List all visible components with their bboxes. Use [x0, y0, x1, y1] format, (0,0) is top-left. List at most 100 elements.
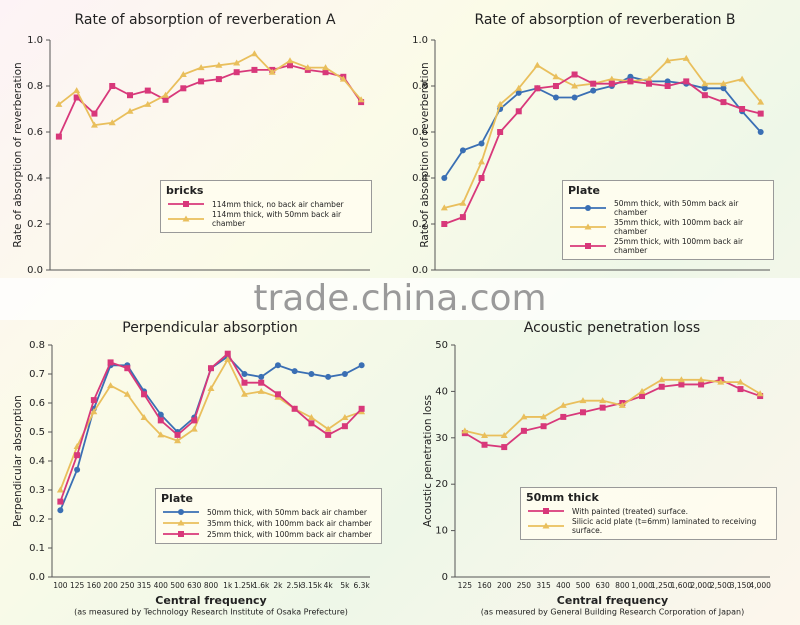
marker	[90, 408, 98, 415]
marker	[658, 383, 665, 390]
legend-label: 35mm thick, with 100mm back air chamber	[614, 218, 744, 236]
y-tick-label: 0.4	[27, 173, 43, 184]
marker	[720, 99, 727, 106]
x-tick-label: 160	[477, 581, 492, 590]
marker	[91, 110, 98, 117]
y-tick-label: 0.1	[29, 543, 45, 554]
legend-swatch	[163, 509, 199, 515]
legend-swatch	[163, 519, 199, 526]
marker	[304, 64, 312, 71]
x-tick-label: 1k	[223, 581, 233, 590]
marker	[756, 390, 764, 397]
marker	[157, 411, 164, 418]
y-tick-label: 20	[435, 479, 448, 490]
legend-label: 25mm thick, with 100mm back air chamber	[207, 529, 372, 539]
y-tick-label: 0.5	[29, 427, 45, 438]
legend: 50mm thick With painted (treated) surface…	[520, 487, 777, 540]
marker	[144, 100, 152, 107]
y-tick-label: 0.6	[29, 398, 45, 409]
legend-entry: 25mm thick, with 100mm back air chamber	[161, 529, 376, 539]
marker	[307, 414, 315, 420]
marker	[459, 147, 466, 154]
marker	[308, 371, 315, 377]
marker	[107, 382, 115, 389]
x-tick-label: 1.25k	[234, 581, 256, 590]
marker	[560, 413, 567, 420]
marker	[579, 397, 587, 404]
marker	[552, 83, 559, 89]
marker	[627, 73, 634, 80]
x-tick-label: 100	[53, 581, 68, 590]
x-tick-label: 315	[137, 581, 152, 590]
marker	[183, 201, 189, 207]
x-tick-label: 1,250	[651, 581, 673, 590]
legend-entry: 35mm thick, with 100mm back air chamber	[161, 518, 376, 528]
y-tick-label: 0.3	[29, 485, 45, 496]
marker	[55, 133, 62, 140]
marker	[241, 371, 248, 377]
marker	[478, 158, 486, 165]
marker	[646, 80, 653, 87]
marker	[701, 92, 708, 99]
legend-swatch	[570, 205, 606, 211]
marker	[74, 466, 81, 473]
marker	[215, 76, 222, 83]
y-tick-label: 0.0	[27, 265, 43, 276]
marker	[496, 100, 504, 107]
marker	[90, 397, 97, 404]
series-line	[58, 52, 362, 127]
y-tick-label: 1.0	[412, 35, 428, 46]
x-tick-label: 1.6k	[253, 581, 270, 590]
marker	[478, 175, 485, 181]
marker	[107, 359, 114, 366]
marker	[757, 98, 765, 105]
marker	[638, 387, 646, 394]
marker	[90, 121, 98, 128]
chart-title: Rate of absorption of reverberation B	[474, 12, 735, 28]
legend-entry: 25mm thick, with 100mm back air chamber	[568, 237, 768, 255]
x-tick-label: 500	[576, 581, 591, 590]
marker	[571, 71, 578, 78]
legend-entry: Silicic acid plate (t=6mm) laminated to …	[526, 517, 771, 535]
y-axis-label: Perpendicular absorption	[12, 395, 24, 527]
watermark: trade.china.com	[253, 278, 546, 319]
marker	[664, 83, 671, 89]
marker	[322, 64, 330, 71]
legend-label: 114mm thick, no back air chamber	[212, 199, 344, 209]
marker	[74, 452, 81, 459]
marker	[441, 221, 448, 227]
legend-entry: With painted (treated) surface.	[526, 506, 771, 516]
x-tick-label: 400	[556, 581, 571, 590]
y-tick-label: 0.8	[412, 81, 428, 92]
legend: bricks 114mm thick, no back air chamber 11…	[160, 180, 372, 233]
marker	[141, 391, 148, 398]
marker	[207, 385, 215, 391]
marker	[57, 498, 64, 505]
marker	[56, 486, 64, 493]
marker	[325, 431, 332, 438]
marker	[500, 431, 508, 438]
marker	[341, 414, 349, 420]
x-tick-label: 4k	[324, 581, 334, 590]
y-tick-label: 0.0	[29, 572, 45, 583]
marker	[677, 376, 685, 383]
legend-swatch	[528, 508, 564, 514]
marker	[157, 431, 165, 438]
marker	[585, 243, 591, 249]
x-tick-label: 250	[120, 581, 135, 590]
x-tick-label: 1,600	[671, 581, 693, 590]
legend-label: With painted (treated) surface.	[572, 506, 689, 516]
marker	[599, 404, 606, 411]
marker	[497, 129, 504, 135]
legend-label: Silicic acid plate (t=6mm) laminated to …	[572, 517, 757, 535]
marker	[757, 129, 764, 135]
x-tick-label: 250	[517, 581, 532, 590]
legend-label: 114mm thick, with 50mm back air chamber	[212, 210, 342, 228]
x-tick-label: 4,000	[749, 581, 771, 590]
marker	[534, 85, 541, 92]
marker	[701, 85, 708, 92]
chart-title: Perpendicular absorption	[122, 320, 298, 336]
marker	[341, 423, 348, 430]
legend-entry: 114mm thick, with 50mm back air chamber	[166, 210, 366, 228]
